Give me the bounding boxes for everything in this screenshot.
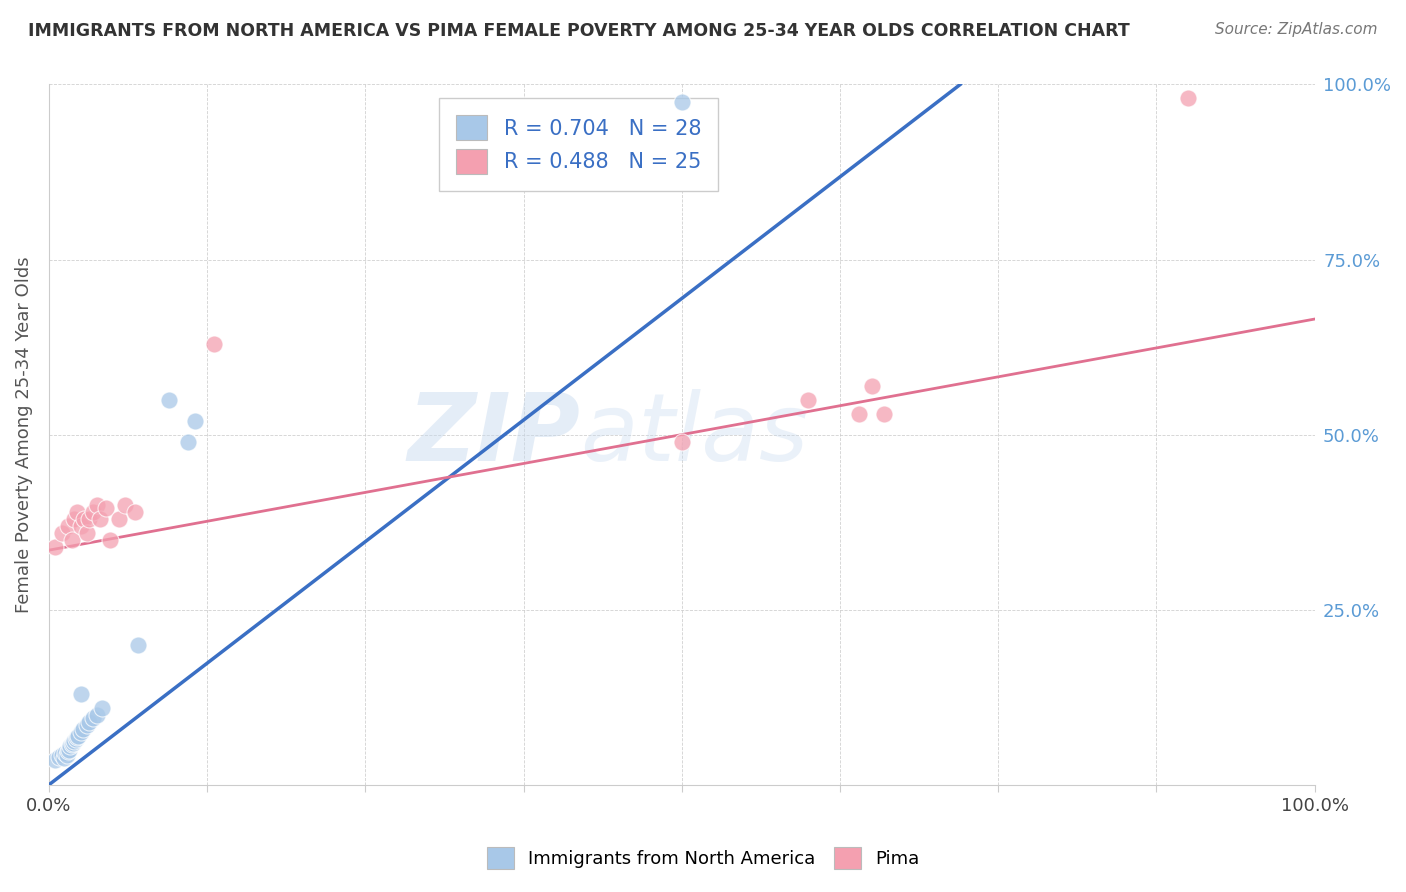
Point	[66, 505, 89, 519]
Point	[202, 336, 225, 351]
Point	[44, 753, 66, 767]
Point	[157, 392, 180, 407]
Text: IMMIGRANTS FROM NORTH AMERICA VS PIMA FEMALE POVERTY AMONG 25-34 YEAR OLDS CORRE: IMMIGRANTS FROM NORTH AMERICA VS PIMA FE…	[28, 22, 1130, 40]
Point	[63, 734, 86, 748]
Point	[67, 729, 90, 743]
Point	[1177, 91, 1199, 105]
Point	[79, 714, 101, 729]
Text: atlas: atlas	[581, 389, 808, 480]
Point	[60, 533, 83, 547]
Point	[82, 505, 104, 519]
Y-axis label: Female Poverty Among 25-34 Year Olds: Female Poverty Among 25-34 Year Olds	[15, 256, 32, 613]
Point	[65, 732, 87, 747]
Point	[124, 505, 146, 519]
Point	[59, 739, 82, 754]
Point	[51, 748, 73, 763]
Point	[56, 744, 79, 758]
Point	[69, 725, 91, 739]
Point	[44, 540, 66, 554]
Point	[82, 711, 104, 725]
Point	[66, 730, 89, 744]
Point	[60, 737, 83, 751]
Point	[63, 511, 86, 525]
Point	[76, 525, 98, 540]
Point	[91, 700, 114, 714]
Point	[72, 722, 94, 736]
Point	[671, 95, 693, 109]
Point	[62, 736, 84, 750]
Text: ZIP: ZIP	[408, 389, 581, 481]
Point	[69, 518, 91, 533]
Point	[671, 434, 693, 449]
Point	[73, 511, 96, 525]
Point	[69, 687, 91, 701]
Point	[98, 533, 121, 547]
Legend: R = 0.704   N = 28, R = 0.488   N = 25: R = 0.704 N = 28, R = 0.488 N = 25	[439, 98, 718, 191]
Point	[56, 518, 79, 533]
Text: Source: ZipAtlas.com: Source: ZipAtlas.com	[1215, 22, 1378, 37]
Point	[860, 378, 883, 392]
Point	[79, 511, 101, 525]
Point	[127, 638, 149, 652]
Point	[53, 751, 76, 765]
Point	[114, 498, 136, 512]
Point	[873, 407, 896, 421]
Point	[55, 747, 77, 762]
Point	[86, 498, 108, 512]
Point	[797, 392, 820, 407]
Point	[58, 743, 80, 757]
Point	[48, 749, 70, 764]
Legend: Immigrants from North America, Pima: Immigrants from North America, Pima	[478, 838, 928, 879]
Point	[107, 511, 129, 525]
Point	[89, 511, 111, 525]
Point	[183, 414, 205, 428]
Point	[177, 434, 200, 449]
Point	[86, 707, 108, 722]
Point	[94, 501, 117, 516]
Point	[55, 746, 77, 760]
Point	[848, 407, 870, 421]
Point	[51, 525, 73, 540]
Point	[76, 718, 98, 732]
